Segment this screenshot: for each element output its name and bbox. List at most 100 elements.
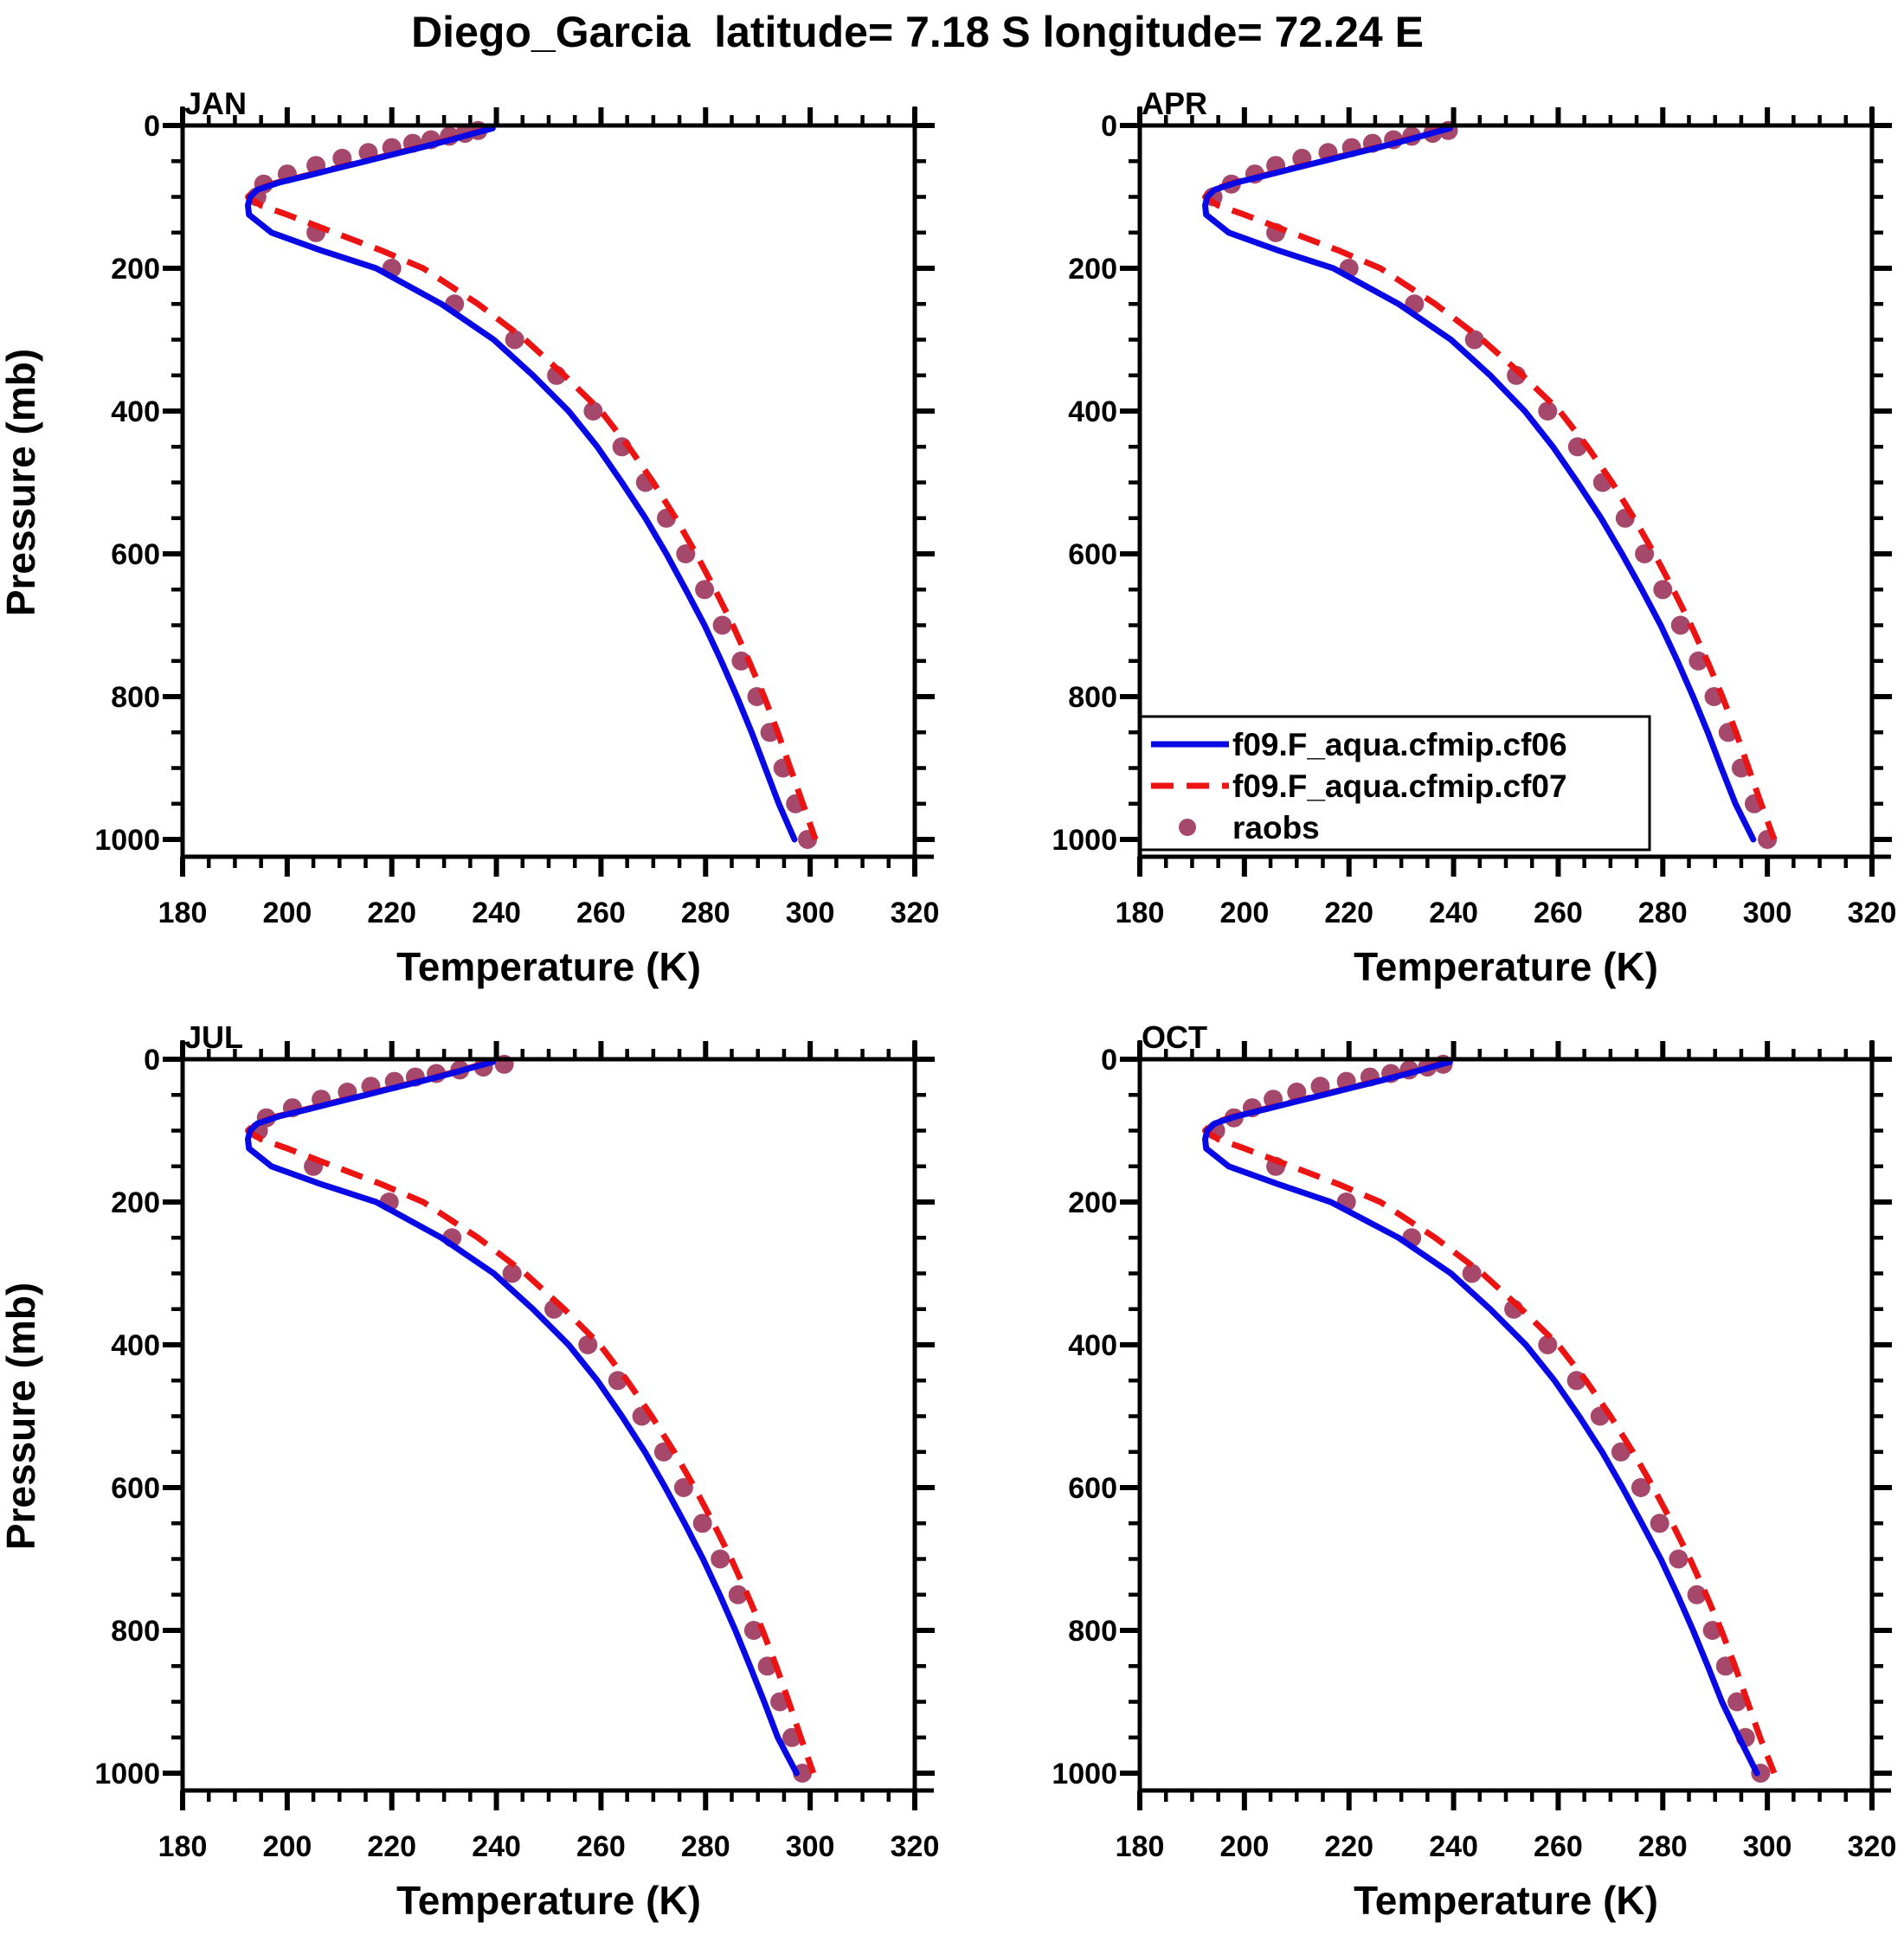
- x-tick-label: 260: [576, 1830, 626, 1863]
- raobs-dot: [673, 1478, 693, 1497]
- x-tick-label: 280: [681, 897, 730, 929]
- y-tick-label: 800: [111, 681, 160, 714]
- raobs-dot: [502, 1263, 522, 1283]
- raobs-dot: [692, 1514, 712, 1533]
- panel-oct: 180 200 220 240 260 280 300 320 0 200 400 600 800 100…: [1052, 1019, 1896, 1923]
- x-axis-title: Temperature (K): [1354, 944, 1658, 989]
- y-tick-label: 400: [111, 395, 160, 428]
- x-tick-label: 220: [1324, 1830, 1373, 1863]
- curve-cf07: [1202, 125, 1778, 841]
- x-tick-label: 240: [1429, 897, 1478, 929]
- axes-frame: [164, 1040, 934, 1810]
- x-tick-label: 200: [1220, 897, 1270, 929]
- panel-title: APR: [1142, 86, 1207, 121]
- raobs-dot: [1462, 1263, 1482, 1283]
- x-tick-label: 320: [891, 1830, 940, 1863]
- y-tick-label: 600: [111, 538, 160, 571]
- y-tick-label: 800: [1068, 1615, 1117, 1648]
- x-tick-label: 240: [472, 1830, 521, 1863]
- curve-cf06: [1202, 125, 1757, 843]
- raobs-dot: [728, 1585, 748, 1604]
- axes-frame: [1121, 1040, 1891, 1810]
- ticks: [1120, 1041, 1892, 1810]
- ticks: [1120, 107, 1892, 877]
- y-tick-label: 800: [111, 1615, 160, 1648]
- raobs-dot: [1687, 1585, 1707, 1604]
- tick-labels: 180 200 220 240 260 280 300 320 0 200 400 600 800 100…: [1052, 1044, 1896, 1863]
- x-tick-label: 320: [1848, 897, 1897, 929]
- tick-labels: 180 200 220 240 260 280 300 320 0 200 400 600 800 100…: [1052, 110, 1896, 929]
- panel-title: JUL: [184, 1019, 243, 1055]
- raobs-dot: [1611, 1442, 1631, 1462]
- x-tick-label: 180: [158, 1830, 208, 1863]
- curve-cf06: [1202, 1058, 1760, 1777]
- raobs-dot: [1631, 1478, 1650, 1497]
- x-tick-label: 300: [1743, 1830, 1792, 1863]
- y-tick-label: 1000: [94, 1758, 160, 1790]
- legend-label: f09.F_aqua.cfmip.cf06: [1232, 727, 1567, 762]
- raobs-dots: [248, 1054, 813, 1783]
- legend-dot-sample: [1179, 819, 1196, 836]
- panel-apr: 180 200 220 240 260 280 300 320 0 200 400 600 800 100…: [1052, 86, 1896, 989]
- raobs-dot: [711, 1549, 730, 1569]
- raobs-dot: [1689, 651, 1708, 671]
- y-tick-label: 600: [111, 1472, 160, 1505]
- x-tick-label: 220: [367, 1830, 416, 1863]
- x-tick-label: 280: [1638, 1830, 1688, 1863]
- panel-title: JAN: [184, 86, 247, 121]
- raobs-dot: [1538, 1335, 1558, 1354]
- legend: f09.F_aqua.cfmip.cf06 f09.F_aqua.cfmip.cf…: [1139, 715, 1651, 852]
- x-tick-label: 260: [1534, 1830, 1583, 1863]
- tick-labels: 180 200 220 240 260 280 300 320 0 200 400 600 800 100…: [94, 110, 939, 929]
- x-tick-label: 240: [472, 897, 521, 929]
- y-tick-label: 200: [1068, 253, 1117, 286]
- legend-label: raobs: [1232, 810, 1320, 845]
- y-tick-label: 200: [1068, 1186, 1117, 1219]
- ticks: [163, 1041, 935, 1810]
- figure-title: Diego_Garcia latitude= 7.18 S longitude=…: [411, 8, 1424, 56]
- axes-frame: [164, 106, 934, 876]
- y-tick-label: 1000: [1052, 824, 1117, 857]
- raobs-dots: [247, 120, 818, 849]
- curve-cf07: [245, 125, 819, 841]
- x-tick-label: 260: [576, 897, 626, 929]
- raobs-dot: [578, 1335, 598, 1354]
- raobs-dot: [731, 651, 751, 671]
- x-axis-title: Temperature (K): [396, 1878, 701, 1923]
- curve-cf06: [245, 125, 798, 843]
- y-tick-label: 200: [111, 253, 160, 286]
- y-tick-label: 400: [1068, 395, 1117, 428]
- x-tick-label: 260: [1534, 897, 1583, 929]
- y-tick-label: 600: [1068, 538, 1117, 571]
- raobs-dot: [695, 580, 715, 600]
- x-tick-label: 220: [1324, 897, 1373, 929]
- panel-title: OCT: [1142, 1019, 1207, 1055]
- panel-jul: 180 200 220 240 260 280 300 320 0 200 400 600 800 100…: [0, 1019, 939, 1923]
- y-tick-label: 400: [1068, 1329, 1117, 1362]
- raobs-dot: [1650, 1514, 1669, 1533]
- y-tick-label: 200: [111, 1186, 160, 1219]
- panel-jan: 180 200 220 240 260 280 300 320 0 200 400 600 800 100…: [0, 86, 939, 989]
- x-tick-label: 280: [1638, 897, 1688, 929]
- y-axis-title: Pressure (mb): [0, 1282, 43, 1550]
- y-tick-label: 800: [1068, 681, 1117, 714]
- raobs-dot: [1464, 330, 1484, 350]
- x-axis-title: Temperature (K): [396, 944, 701, 989]
- x-tick-label: 180: [158, 897, 208, 929]
- y-tick-label: 1000: [1052, 1758, 1117, 1790]
- curve-cf06: [245, 1058, 800, 1777]
- x-tick-label: 320: [1848, 1830, 1897, 1863]
- raobs-dot: [583, 402, 603, 421]
- raobs-dot: [1669, 1549, 1689, 1569]
- y-axis-title: Pressure (mb): [0, 349, 43, 616]
- x-tick-label: 200: [1220, 1830, 1270, 1863]
- legend-label: f09.F_aqua.cfmip.cf07: [1232, 768, 1567, 804]
- raobs-dot: [1727, 1692, 1747, 1712]
- curve-cf07: [1202, 1058, 1778, 1775]
- x-tick-label: 200: [263, 897, 312, 929]
- y-tick-label: 600: [1068, 1472, 1117, 1505]
- raobs-dot: [1538, 402, 1558, 421]
- x-tick-label: 180: [1116, 1830, 1165, 1863]
- x-tick-label: 300: [786, 897, 835, 929]
